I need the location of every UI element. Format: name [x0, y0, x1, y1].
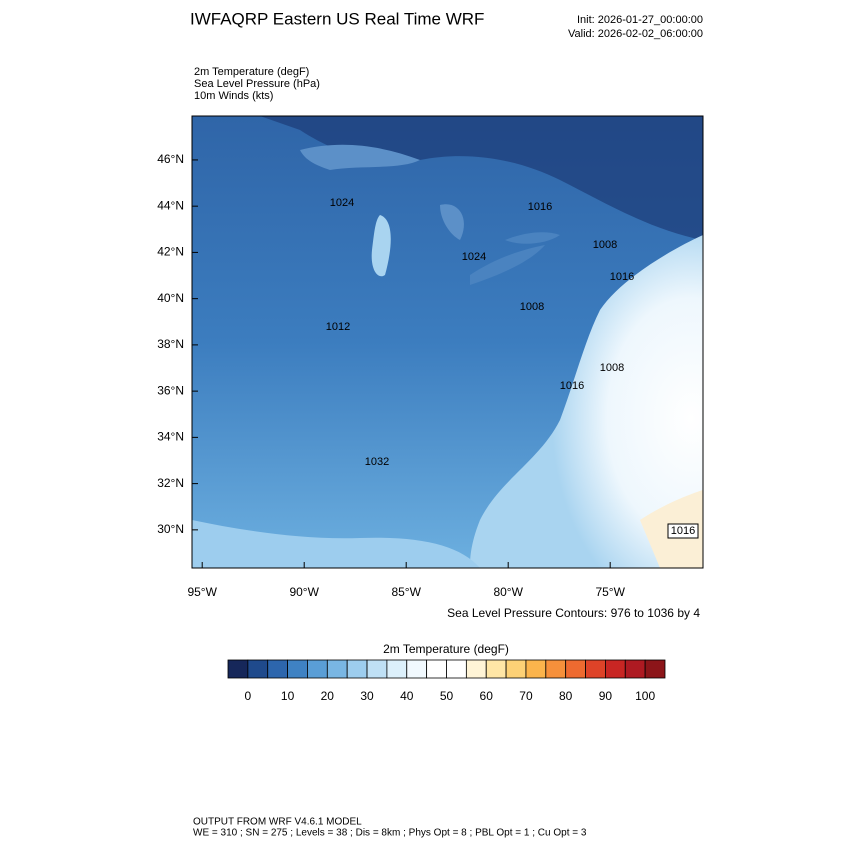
- x-tick-label: 90°W: [289, 585, 319, 599]
- x-tick-label: 80°W: [493, 585, 523, 599]
- contour-label: 1008: [520, 301, 544, 313]
- field-list: 2m Temperature (degF)Sea Level Pressure …: [194, 66, 320, 102]
- y-tick-label: 34°N: [157, 430, 184, 444]
- x-tick-label: 75°W: [595, 585, 625, 599]
- contour-label: 1016: [528, 201, 552, 213]
- contour-label: 1024: [330, 197, 354, 209]
- contour-note: Sea Level Pressure Contours: 976 to 1036…: [447, 606, 700, 620]
- contour-label: 1008: [593, 239, 617, 251]
- colorbar-tick-label: 60: [480, 689, 494, 703]
- contour-label: 1016: [560, 380, 584, 392]
- colorbar-box: [624, 659, 646, 679]
- colorbar-tick-label: 70: [519, 689, 533, 703]
- lake-erie: [470, 245, 545, 285]
- y-tick-label: 40°N: [157, 291, 184, 305]
- field-name: 2m Temperature (degF): [194, 66, 309, 78]
- colorbar-tick-label: 80: [559, 689, 573, 703]
- map-ticks: 95°W 90°W 85°W 80°W 75°W 30°N 32°N 34°N 36°N 38°N…: [157, 152, 625, 599]
- colorbar-tick-label: 50: [440, 689, 454, 703]
- colorbar-box: [465, 659, 487, 679]
- field-name: 10m Winds (kts): [194, 90, 273, 102]
- colorbar-tick-label: 10: [281, 689, 295, 703]
- colorbar-box: [426, 659, 447, 679]
- title: IWFAQRP Eastern US Real Time WRF: [190, 9, 484, 28]
- field-name: Sea Level Pressure (hPa): [194, 78, 320, 90]
- x-tick-label: 95°W: [187, 585, 217, 599]
- contour-label-box: [667, 523, 699, 539]
- colorbar-title: 2m Temperature (degF): [383, 642, 509, 656]
- colorbar: 0 10 20 30 40 50 60 70 80 90 100: [227, 659, 666, 703]
- contour-label: 1016: [610, 271, 634, 283]
- contour-label: 1008: [600, 362, 624, 374]
- colorbar-box: [287, 659, 308, 679]
- colorbar-tick-label: 20: [321, 689, 335, 703]
- gulf: [192, 520, 480, 568]
- ocean: [470, 235, 703, 568]
- colorbar-box: [227, 659, 249, 679]
- colorbar-tick-label: 0: [245, 689, 252, 703]
- colorbar-box: [406, 659, 428, 679]
- colorbar-box: [326, 659, 348, 679]
- footer-model: OUTPUT FROM WRF V4.6.1 MODEL: [193, 817, 362, 828]
- footer-settings: WE = 310 ; SN = 275 ; Levels = 38 ; Dis …: [193, 828, 587, 839]
- colorbar-box: [605, 659, 626, 679]
- colorbar-tick-label: 30: [360, 689, 374, 703]
- y-tick-label: 38°N: [157, 337, 184, 351]
- colorbar-box: [267, 659, 288, 679]
- colorbar-tick-label: 100: [635, 689, 655, 703]
- lake-ontario: [505, 232, 560, 244]
- valid-time: Valid: 2026-02-02_06:00:00: [568, 28, 703, 40]
- map-frame: [191, 115, 704, 569]
- lake-superior: [300, 144, 420, 170]
- colorbar-box: [446, 659, 467, 679]
- colorbar-box: [545, 659, 567, 679]
- colorbar-box: [525, 659, 547, 679]
- map: 1024 1016 1008 1024 1016 1008 1012 1008 1032 1016…: [157, 115, 704, 599]
- colorbar-tick-label: 90: [599, 689, 613, 703]
- contour-label: 1024: [462, 251, 486, 263]
- y-tick-label: 32°N: [157, 476, 184, 490]
- x-tick-label: 85°W: [391, 585, 421, 599]
- contour-label: 1016: [671, 525, 695, 537]
- y-tick-label: 44°N: [157, 198, 184, 212]
- colorbar-box: [485, 659, 507, 679]
- lake-michigan: [371, 215, 391, 277]
- colorbar-box: [346, 659, 368, 679]
- lake-huron: [440, 204, 464, 240]
- colorbar-tick-label: 40: [400, 689, 414, 703]
- colorbar-box: [585, 659, 606, 679]
- y-tick-label: 30°N: [157, 522, 184, 536]
- colorbar-box: [505, 659, 527, 679]
- colorbar-box: [565, 659, 586, 679]
- colorbar-box: [644, 659, 666, 679]
- contour-labels: 1024 1016 1008 1024 1016 1008 1012 1008 1032 1016…: [326, 197, 699, 539]
- contour-label: 1032: [365, 456, 389, 468]
- contour-label: 1012: [326, 321, 350, 333]
- colorbar-box: [247, 659, 269, 679]
- y-tick-label: 42°N: [157, 245, 184, 259]
- y-tick-label: 36°N: [157, 383, 184, 397]
- cold-region: [192, 116, 703, 240]
- colorbar-box: [366, 659, 388, 679]
- y-tick-label: 46°N: [157, 152, 184, 166]
- colorbar-box: [386, 659, 408, 679]
- colorbar-box: [307, 659, 328, 679]
- init-time: Init: 2026-01-27_00:00:00: [577, 14, 703, 26]
